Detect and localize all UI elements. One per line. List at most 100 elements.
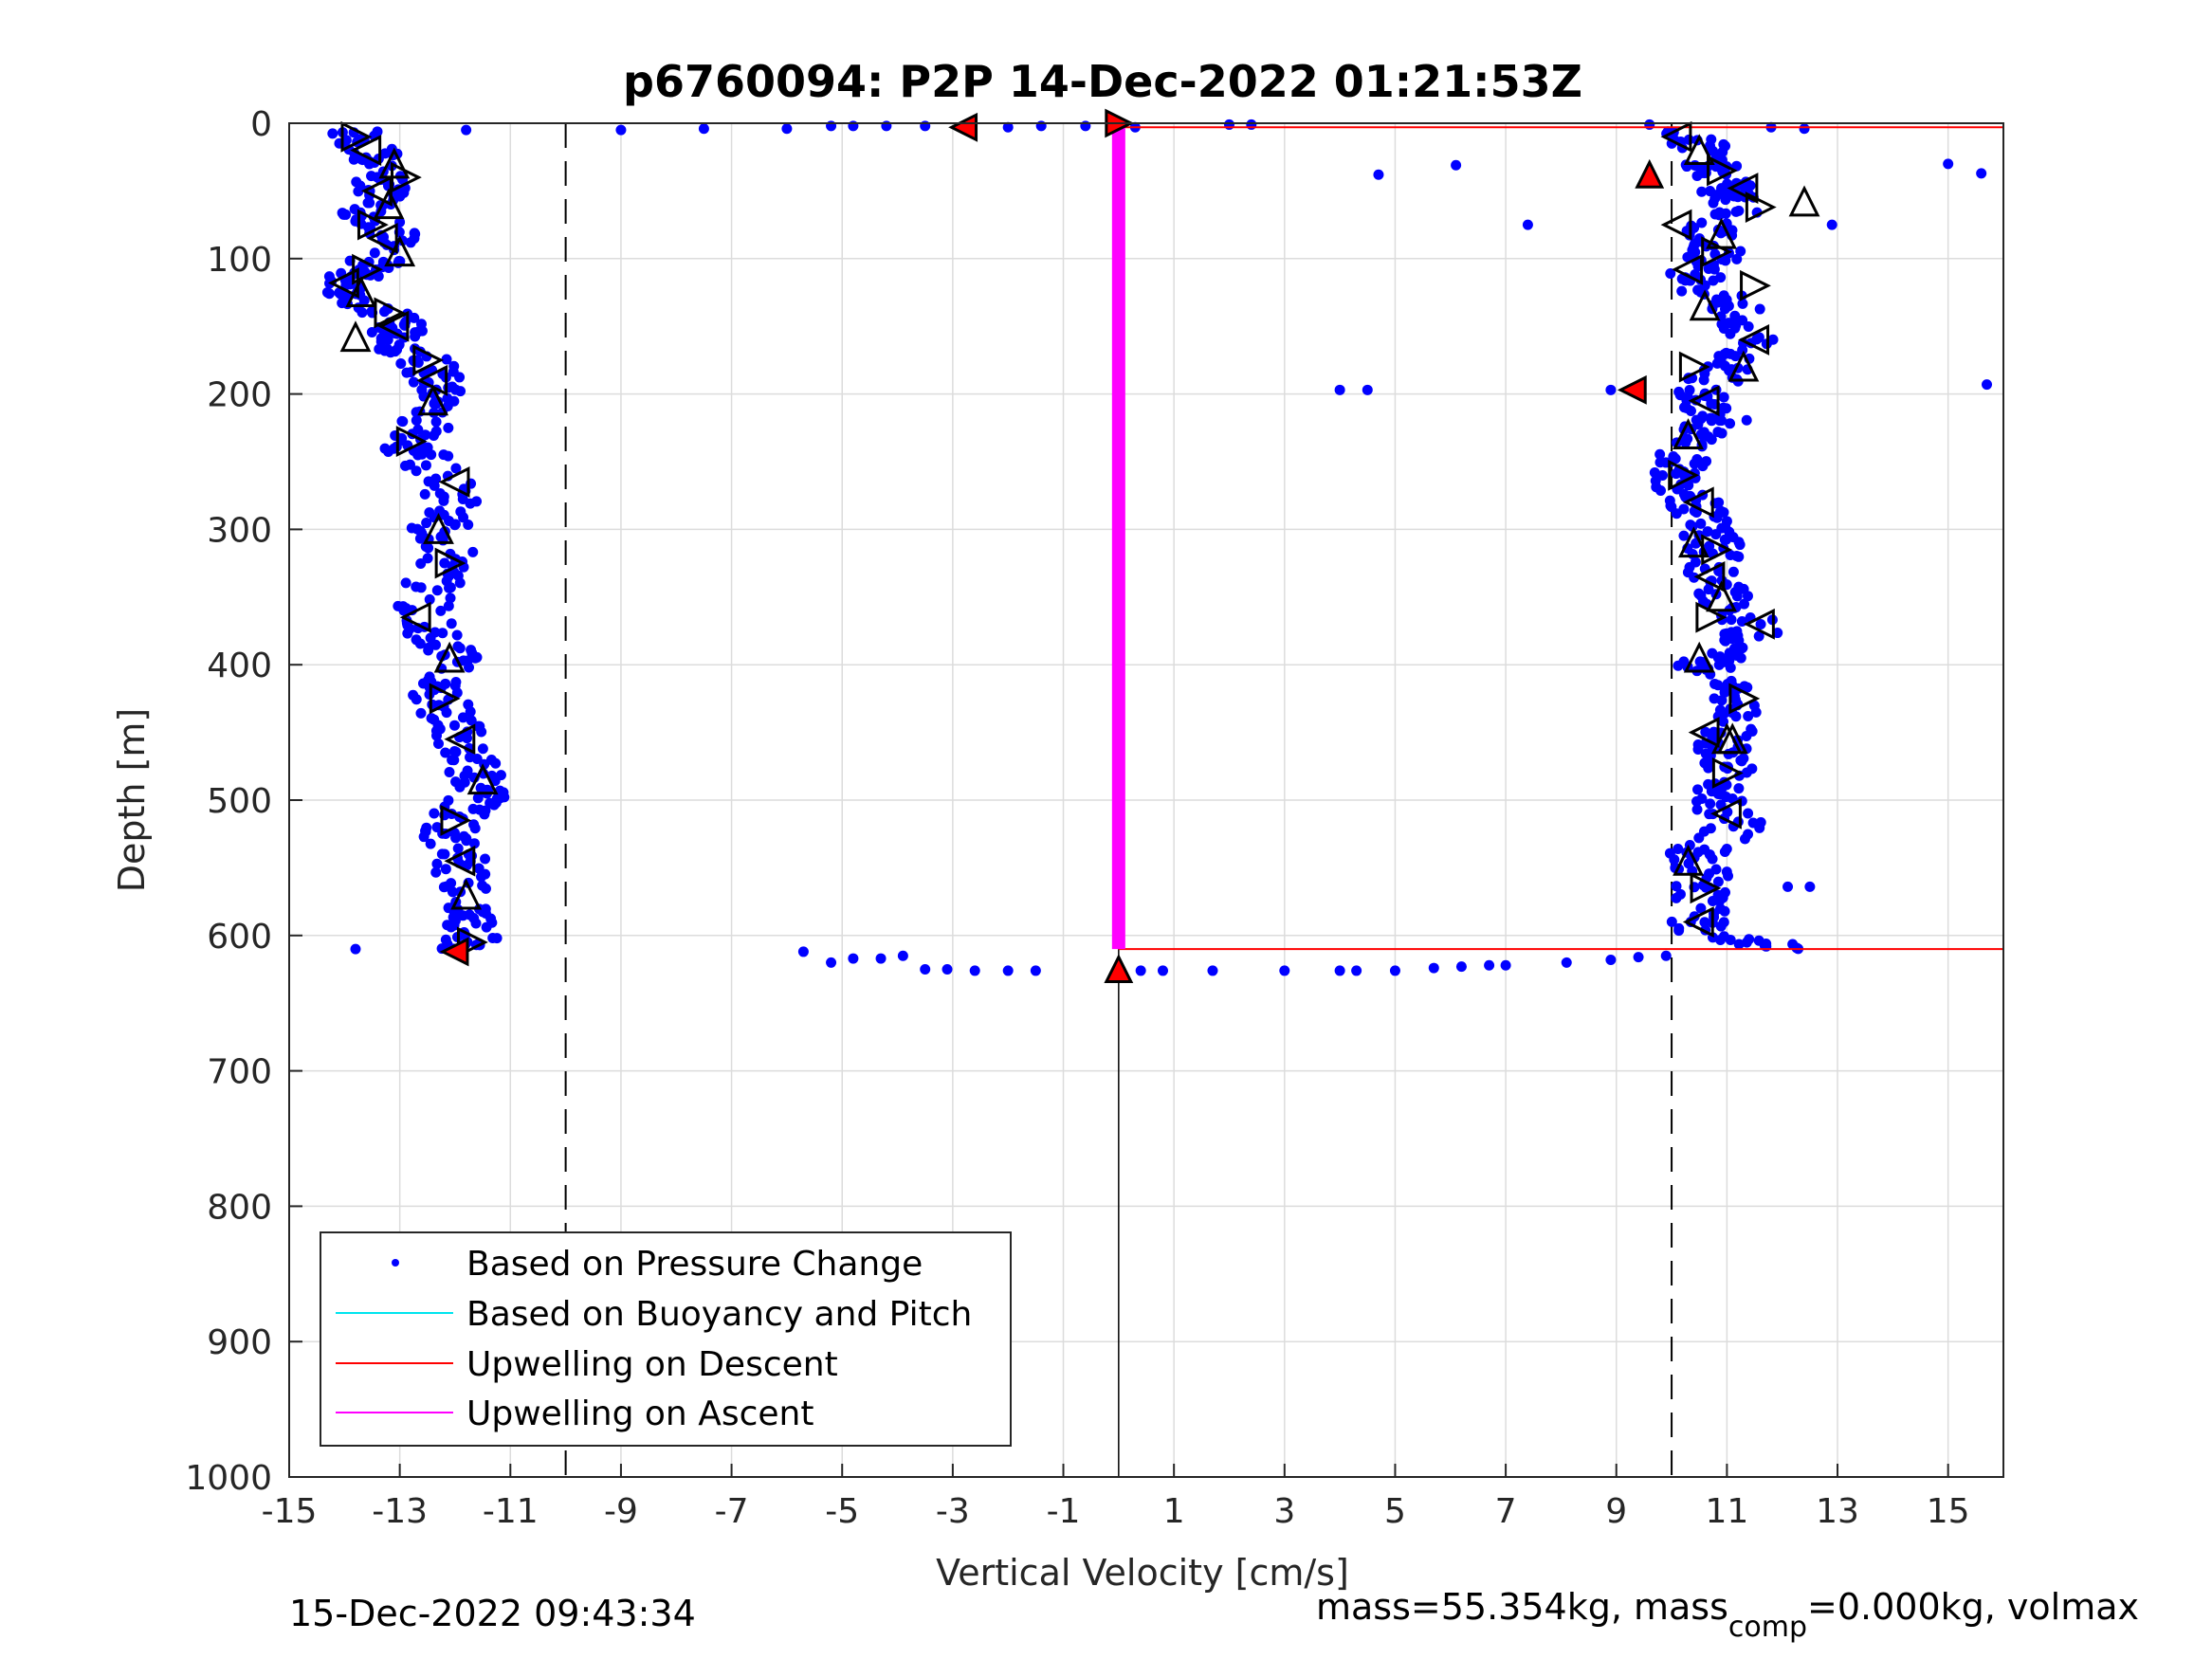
open-triangle-marker [366,222,398,254]
pressure-point [1787,939,1799,950]
pressure-point [440,678,451,689]
red-triangle-marker [1104,954,1134,983]
open-triangle-marker [377,310,410,342]
pressure-point [1703,431,1714,443]
pressure-point [481,921,492,933]
pressure-point [1720,255,1731,266]
pressure-point [1680,437,1691,448]
x-tick-label: 5 [1384,1492,1406,1531]
pressure-point [494,793,505,804]
pressure-point [1720,635,1731,647]
pressure-point [1730,206,1742,217]
pressure-point [1731,591,1743,602]
legend-box [320,1231,1012,1447]
pressure-point [424,507,435,519]
pressure-point [1157,965,1168,976]
legend-label-buoyancy: Based on Buoyancy and Pitch [466,1295,972,1334]
pressure-point [1693,588,1705,599]
pressure-point [457,712,468,723]
pressure-point [1709,264,1720,275]
pressure-point [480,853,491,865]
pressure-point [477,743,488,755]
pressure-point [454,577,466,589]
pressure-point [1207,965,1218,976]
open-triangle-marker [1672,253,1704,285]
pressure-point [1712,680,1724,691]
pressure-point [1135,965,1146,976]
y-tick-label: 400 [207,647,272,685]
open-triangle-marker [1693,560,1726,592]
y-tick-label: 500 [207,782,272,821]
pressure-point [1718,716,1729,727]
pressure-point [1713,210,1725,221]
x-tick-label: 7 [1495,1492,1517,1531]
pressure-point [1654,448,1666,460]
pressure-point [615,124,627,136]
open-triangle-marker [395,426,428,458]
pressure-point [438,509,449,520]
pressure-point [1673,843,1684,854]
pressure-point [412,424,424,435]
open-triangle-marker [399,601,431,633]
pressure-point [408,376,419,388]
open-triangle-marker [339,320,372,353]
footer-mass-sub: comp [1728,1611,1807,1644]
pressure-point [1710,864,1722,875]
pressure-point [421,518,432,529]
pressure-point [1741,414,1752,426]
pressure-point [1691,795,1703,807]
red-triangle-marker [948,112,978,142]
open-triangle-marker [1727,173,1759,204]
pressure-point [375,336,387,347]
footer-mass-a: mass=55.354kg, mass [1316,1586,1728,1628]
pressure-point [1671,881,1682,892]
pressure-point [485,913,497,924]
pressure-point [1804,881,1816,892]
open-triangle-marker [340,120,373,153]
pressure-point [452,843,464,854]
open-triangle-marker [1728,683,1761,715]
pressure-point [1737,344,1748,356]
open-triangle-marker [1660,120,1692,153]
pressure-point [1782,881,1794,892]
red-triangle-marker [1635,158,1665,189]
pressure-point [1726,614,1737,626]
pressure-point [429,480,440,491]
pressure-point [400,577,411,589]
pressure-point [448,720,460,731]
open-triangle-marker [1668,459,1700,491]
pressure-point [797,946,809,957]
pressure-point [411,694,422,705]
pressure-point [419,488,430,500]
pressure-point [462,733,473,744]
pressure-point [1002,965,1014,976]
pressure-point [451,687,463,699]
pressure-point [443,600,454,611]
pressure-point [450,384,462,395]
pressure-point [353,186,364,197]
pressure-point [1561,957,1572,968]
axes-box [288,122,2004,1478]
pressure-point [1719,191,1730,202]
pressure-point [369,247,380,259]
pressure-point [1676,273,1688,284]
pressure-point [1671,468,1682,480]
pressure-point [1279,965,1290,976]
pressure-point [472,793,484,804]
pressure-point [1708,145,1719,156]
pressure-point [420,429,431,441]
open-triangle-marker [384,235,416,267]
pressure-point [1695,518,1707,529]
pressure-point [1738,583,1749,594]
pressure-point [430,416,442,428]
pressure-point [1712,876,1724,887]
pressure-point [1695,902,1707,914]
pressure-point [1725,418,1736,429]
pressure-point [969,965,980,976]
pressure-point [1428,962,1439,974]
pressure-point [490,757,502,769]
open-triangle-marker [1683,641,1715,673]
open-triangle-marker [1695,601,1728,633]
open-triangle-marker [1701,534,1733,566]
pressure-point [420,460,431,471]
